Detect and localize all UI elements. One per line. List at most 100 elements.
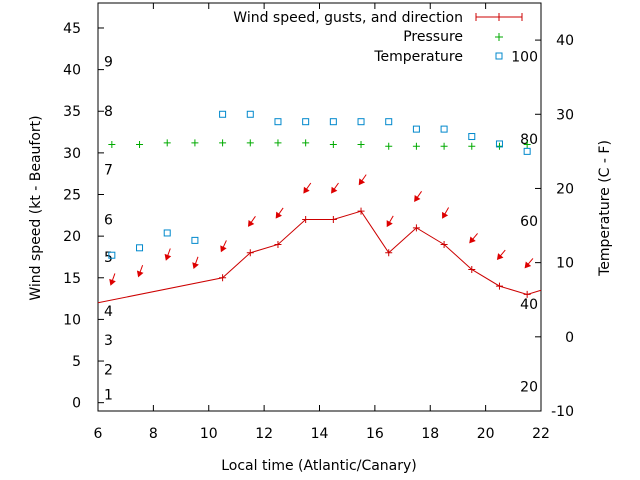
pressure-point bbox=[274, 139, 282, 147]
y-tick-label: 45 bbox=[63, 21, 81, 37]
wind-arrow-head bbox=[192, 262, 199, 270]
wind-arrow-head bbox=[109, 278, 116, 286]
legend-swatch-wind-marks bbox=[475, 13, 523, 21]
pressure-point bbox=[440, 142, 448, 150]
y2-tick-label: 10 bbox=[556, 256, 574, 272]
beaufort-label: 2 bbox=[104, 362, 113, 378]
wind-direction-arrow bbox=[386, 215, 394, 228]
pressure-point bbox=[357, 141, 365, 149]
wind-point bbox=[385, 249, 393, 257]
beaufort-label: 9 bbox=[104, 54, 113, 70]
y2-tick-label: 0 bbox=[565, 330, 574, 346]
y-tick-label: 0 bbox=[72, 396, 81, 412]
temperature-point bbox=[357, 118, 365, 126]
wind-direction-arrow bbox=[524, 258, 534, 269]
y-tick-label: 30 bbox=[63, 146, 81, 162]
wind-arrow-head bbox=[358, 178, 366, 186]
beaufort-label: 7 bbox=[104, 163, 113, 179]
y-tick-label: 20 bbox=[63, 229, 81, 245]
pressure-point bbox=[495, 142, 503, 150]
x-tick-label: 6 bbox=[94, 426, 103, 442]
legend-swatch-pressure bbox=[495, 33, 503, 41]
wind-direction-arrow bbox=[136, 264, 144, 278]
wind-point bbox=[440, 240, 448, 248]
wind-direction-arrow bbox=[164, 248, 172, 261]
temperature-point bbox=[246, 110, 254, 118]
wind-direction-arrow bbox=[496, 249, 506, 261]
wind-arrow-head bbox=[303, 186, 310, 194]
y2-tick-label: -10 bbox=[551, 404, 574, 420]
fahrenheit-label: 80 bbox=[520, 132, 538, 148]
y-tick-label: 40 bbox=[63, 63, 81, 79]
temperature-point bbox=[385, 118, 393, 126]
legend: Wind speed, gusts, and direction Pressure… bbox=[233, 10, 523, 65]
pressure-point bbox=[108, 141, 116, 149]
temperature-point bbox=[468, 133, 476, 141]
temperature-point bbox=[412, 125, 420, 133]
temperature-point bbox=[495, 140, 503, 148]
wind-direction-arrow bbox=[414, 191, 422, 202]
wind-speed-line bbox=[97, 210, 542, 304]
y-tick-label: 35 bbox=[63, 104, 81, 120]
wind-point bbox=[246, 249, 254, 257]
x-tick-label: 10 bbox=[200, 426, 218, 442]
wind-arrow-head bbox=[247, 220, 255, 227]
wind-point bbox=[219, 274, 227, 282]
legend-label-pressure: Pressure bbox=[403, 29, 463, 45]
wind-point bbox=[468, 265, 476, 273]
wind-arrow-head bbox=[524, 261, 532, 269]
pressure-point bbox=[329, 141, 337, 149]
legend-label-wind: Wind speed, gusts, and direction bbox=[233, 10, 463, 26]
wind-direction-arrow bbox=[220, 240, 227, 253]
pressure-point bbox=[302, 139, 310, 147]
beaufort-label: 1 bbox=[104, 387, 113, 403]
temperature-point bbox=[302, 118, 310, 126]
beaufort-label: 8 bbox=[104, 104, 113, 120]
wind-point bbox=[302, 215, 310, 223]
legend-swatch-temperature bbox=[495, 52, 503, 60]
x-axis-title: Local time (Atlantic/Canary) bbox=[221, 458, 417, 474]
x-tick-label: 20 bbox=[477, 426, 495, 442]
wind-arrow-head bbox=[496, 253, 504, 261]
wind-direction-arrow bbox=[442, 207, 450, 219]
pressure-point bbox=[191, 139, 199, 147]
wind-arrow-head bbox=[220, 245, 227, 253]
pressure-point bbox=[412, 142, 420, 150]
pressure-point bbox=[136, 141, 144, 149]
y2-tick-label: 30 bbox=[556, 107, 574, 123]
wind-direction-arrow bbox=[303, 182, 312, 194]
wind-arrow-head bbox=[136, 270, 144, 278]
wind-direction-arrow bbox=[275, 207, 284, 219]
wind-direction-arrow bbox=[331, 182, 339, 194]
temperature-point bbox=[329, 118, 337, 126]
plot-frame bbox=[97, 2, 542, 412]
pressure-point bbox=[523, 141, 531, 149]
wind-arrow-head bbox=[331, 186, 338, 194]
wind-direction-arrow bbox=[192, 256, 199, 270]
temperature-point bbox=[163, 229, 171, 237]
x-tick-label: 22 bbox=[532, 426, 550, 442]
axis-ticks: 6 8 10 12 14 16 18 20 22051015202530354045-10010… bbox=[63, 3, 574, 442]
temperature-point bbox=[219, 110, 227, 118]
y2-tick-label: 20 bbox=[556, 181, 574, 197]
y2-axis-title: Temperature (C - F) bbox=[597, 140, 613, 277]
wind-point bbox=[357, 207, 365, 215]
temperature-point bbox=[136, 244, 144, 252]
temperature-point bbox=[274, 118, 282, 126]
y-axis-title: Wind speed (kt - Beaufort) bbox=[28, 115, 44, 300]
fahrenheit-label: 40 bbox=[520, 297, 538, 313]
x-tick-label: 14 bbox=[311, 426, 329, 442]
pressure-point bbox=[385, 142, 393, 150]
x-tick-label: 16 bbox=[366, 426, 384, 442]
temperature-point bbox=[440, 125, 448, 133]
pressure-point bbox=[468, 142, 476, 150]
pressure-point bbox=[163, 139, 171, 147]
y-tick-label: 25 bbox=[63, 188, 81, 204]
wind-direction-arrow bbox=[109, 273, 116, 286]
wind-arrow-head bbox=[275, 211, 282, 219]
y-tick-label: 10 bbox=[63, 312, 81, 328]
beaufort-label: 4 bbox=[104, 304, 113, 320]
